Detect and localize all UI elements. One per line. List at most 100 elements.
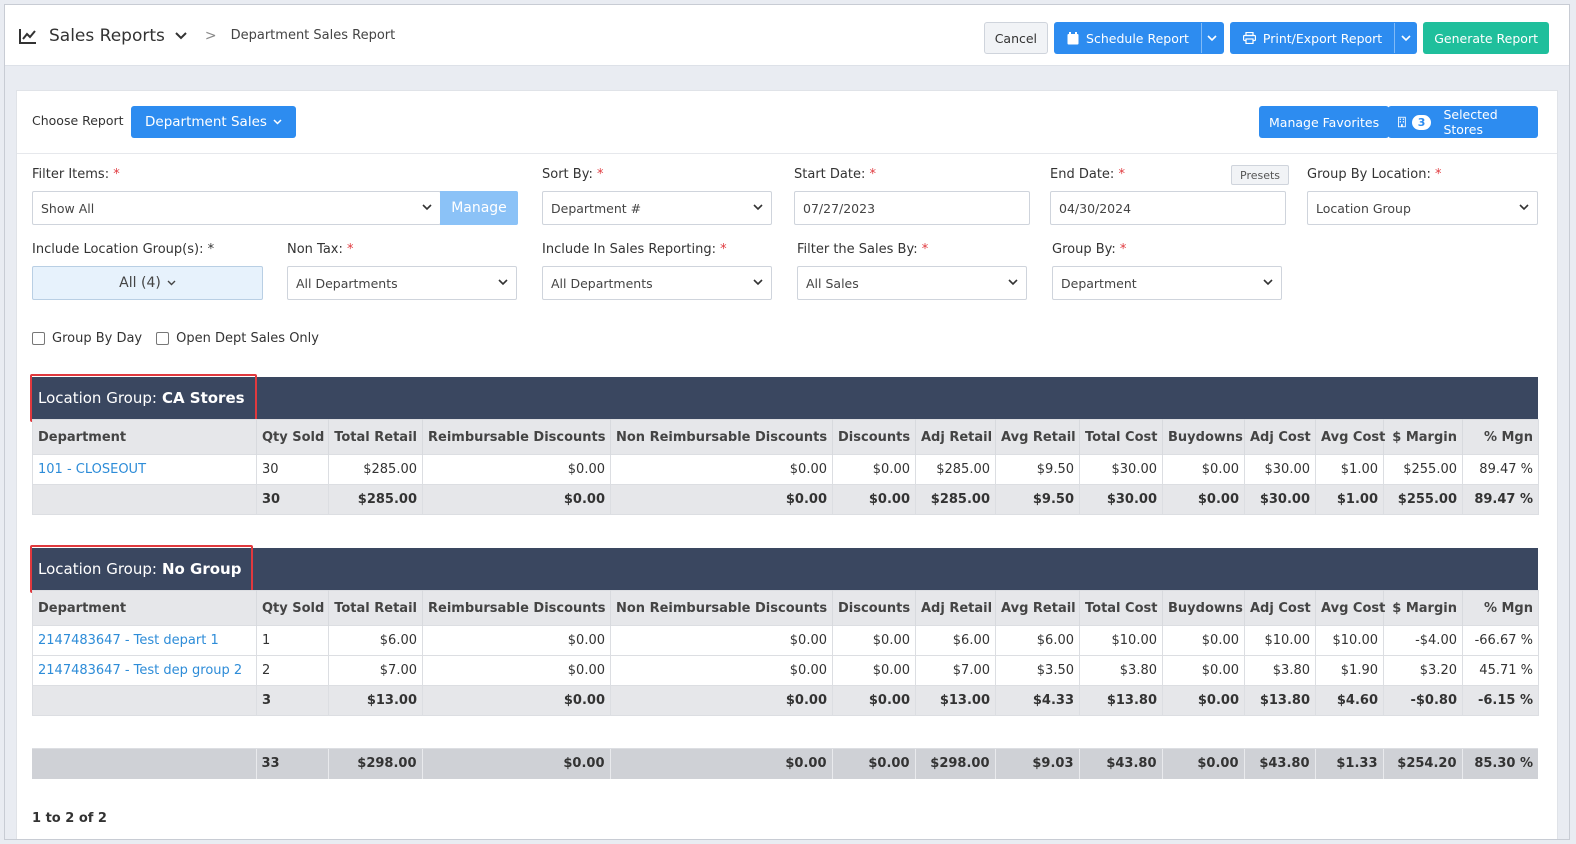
column-header[interactable]: Buydowns — [1162, 419, 1245, 455]
group-by-value: Department — [1061, 275, 1137, 291]
include-in-sales-value: All Departments — [551, 275, 653, 291]
column-header[interactable]: Non Reimbursable Discounts — [610, 590, 833, 626]
schedule-report-dropdown[interactable] — [1200, 23, 1223, 53]
generate-report-button[interactable]: Generate Report — [1423, 22, 1549, 54]
group-by-location-select[interactable]: Location Group — [1307, 191, 1538, 225]
table-row: 2147483647 - Test depart 1 1 $6.00 $0.00 $0.… — [32, 625, 1539, 656]
table-cell — [32, 748, 256, 779]
report-select-button[interactable]: Department Sales — [131, 106, 296, 138]
column-header[interactable]: Total Retail — [328, 419, 423, 455]
open-dept-sales-label: Open Dept Sales Only — [176, 331, 319, 346]
column-header[interactable]: Avg Cost — [1315, 419, 1385, 455]
selected-stores-button[interactable]: 3 Selected Stores — [1388, 106, 1538, 138]
print-export-dropdown[interactable] — [1394, 23, 1416, 53]
column-header[interactable]: Discounts — [832, 419, 916, 455]
table-cell: -66.67 % — [1462, 625, 1539, 656]
column-header[interactable]: Non Reimbursable Discounts — [610, 419, 833, 455]
department-link[interactable]: 2147483647 - Test depart 1 — [38, 633, 219, 648]
schedule-report-button[interactable]: Schedule Report — [1054, 22, 1224, 54]
print-export-button[interactable]: Print/Export Report — [1229, 22, 1418, 54]
printer-icon — [1242, 32, 1256, 44]
table-cell: $1.00 — [1315, 484, 1384, 515]
column-header[interactable]: Adj Retail — [915, 419, 996, 455]
column-header[interactable]: Adj Cost — [1244, 590, 1316, 626]
column-header[interactable]: Adj Cost — [1244, 419, 1316, 455]
column-header[interactable]: Qty Sold — [256, 419, 329, 455]
table-cell: $13.00 — [328, 685, 423, 716]
start-date-input[interactable]: 07/27/2023 — [794, 191, 1030, 225]
table-cell: 2147483647 - Test depart 1 — [32, 625, 257, 656]
column-header[interactable]: Department — [32, 419, 257, 455]
table-cell: $30.00 — [1079, 454, 1163, 485]
cancel-button[interactable]: Cancel — [983, 22, 1049, 54]
manage-favorites-button[interactable]: Manage Favorites — [1259, 106, 1390, 138]
location-group-name: No Group — [161, 560, 242, 578]
table-cell: $255.00 — [1383, 484, 1463, 515]
non-tax-select[interactable]: All Departments — [287, 266, 517, 300]
column-header[interactable]: Total Retail — [328, 590, 423, 626]
sort-by-value: Department # — [551, 200, 642, 216]
table-cell: 30 — [256, 484, 329, 515]
table-cell: $298.00 — [327, 748, 422, 779]
calendar-icon — [1067, 31, 1079, 44]
grand-total-row: 33 $298.00 $0.00 $0.00 $0.00 $298.00 $9.03 $43.… — [32, 748, 1538, 779]
manage-button[interactable]: Manage — [440, 191, 518, 225]
column-header[interactable]: Avg Retail — [995, 590, 1080, 626]
location-group-prefix: Location Group: — [38, 560, 157, 578]
include-in-sales-select[interactable]: All Departments — [542, 266, 772, 300]
column-header[interactable]: Discounts — [832, 590, 916, 626]
chevron-down-icon — [1207, 34, 1217, 41]
group-by-select[interactable]: Department — [1052, 266, 1282, 300]
table-cell: $7.00 — [915, 655, 996, 686]
department-link[interactable]: 101 - CLOSEOUT — [38, 462, 147, 477]
column-header[interactable]: Avg Cost — [1315, 590, 1385, 626]
checkbox-row: Group By Day Open Dept Sales Only — [32, 331, 333, 346]
table-header-row: Department Qty Sold Total Retail Reimbursab… — [32, 419, 1539, 455]
sort-by-select[interactable]: Department # — [542, 191, 772, 225]
end-date-value: 04/30/2024 — [1059, 200, 1132, 216]
table-cell: $7.00 — [328, 655, 423, 686]
table-cell: $3.50 — [995, 655, 1080, 686]
location-group-header: Location Group: CA Stores — [30, 374, 1538, 422]
column-header[interactable]: Department — [32, 590, 257, 626]
column-header[interactable]: Reimbursable Discounts — [422, 419, 611, 455]
table-cell: $0.00 — [1162, 685, 1245, 716]
department-link[interactable]: 2147483647 - Test dep group 2 — [38, 663, 243, 678]
chevron-down-icon — [167, 280, 176, 286]
filter-items-label: Filter Items: * — [32, 167, 120, 182]
table-cell: 33 — [255, 748, 328, 779]
open-dept-sales-checkbox[interactable] — [156, 332, 170, 345]
column-header[interactable]: $ Margin — [1383, 419, 1463, 455]
column-header[interactable]: $ Margin — [1383, 590, 1463, 626]
column-header[interactable]: Adj Retail — [915, 590, 996, 626]
column-header[interactable]: Buydowns — [1162, 590, 1245, 626]
filter-sales-by-select[interactable]: All Sales — [797, 266, 1027, 300]
column-header[interactable]: Avg Retail — [995, 419, 1080, 455]
table-cell: $1.90 — [1315, 655, 1384, 686]
include-location-groups-select[interactable]: All (4) — [32, 266, 263, 300]
table-cell: $298.00 — [914, 748, 995, 779]
column-header[interactable]: Total Cost — [1079, 590, 1163, 626]
column-header[interactable]: Total Cost — [1079, 419, 1163, 455]
filter-items-select[interactable]: Show All — [32, 191, 441, 225]
group-by-day-checkbox[interactable] — [32, 332, 45, 345]
subtotal-row: 30 $285.00 $0.00 $0.00 $0.00 $285.00 $9.50 $30.… — [32, 484, 1539, 515]
column-header[interactable]: % Mgn — [1462, 419, 1539, 455]
pager-summary: 1 to 2 of 2 — [32, 811, 107, 826]
selected-stores-label: Selected Stores — [1443, 107, 1498, 137]
group-by-day-option[interactable]: Group By Day — [32, 331, 142, 346]
location-group-prefix: Location Group: — [38, 389, 157, 407]
end-date-input[interactable]: 04/30/2024 — [1050, 191, 1286, 225]
presets-button[interactable]: Presets — [1231, 165, 1290, 185]
open-dept-sales-option[interactable]: Open Dept Sales Only — [156, 331, 319, 346]
column-header[interactable]: Reimbursable Discounts — [422, 590, 611, 626]
table-cell: $4.33 — [995, 685, 1080, 716]
group-by-label: Group By: * — [1052, 242, 1127, 257]
chevron-down-icon[interactable] — [175, 31, 187, 40]
table-cell: $6.00 — [915, 625, 996, 656]
column-header[interactable]: % Mgn — [1462, 590, 1539, 626]
table-cell: $0.00 — [1161, 748, 1244, 779]
table-cell: $0.00 — [832, 685, 916, 716]
table-cell: $0.00 — [610, 655, 833, 686]
column-header[interactable]: Qty Sold — [256, 590, 329, 626]
